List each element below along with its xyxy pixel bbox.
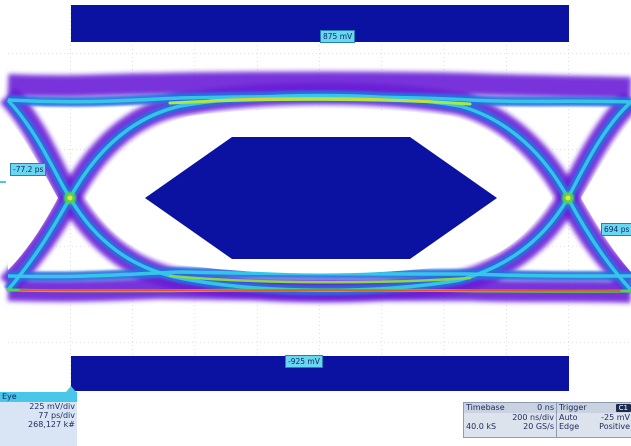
trigger-channel-badge: C1 — [615, 404, 631, 412]
eye-horizontal-scale: 77 ps/div — [38, 411, 75, 420]
trigger-type: Edge — [559, 422, 580, 431]
center-mask-region — [145, 137, 497, 259]
timebase-delay: 0 ns — [537, 403, 554, 412]
trigger-title: Trigger — [559, 403, 587, 412]
status-bar: Eye 225 mV/div 77 ps/div 268,127 k# Time… — [0, 392, 631, 446]
trigger-level: -25 mV — [601, 413, 630, 422]
timebase-sample-rate: 20 GS/s — [523, 422, 554, 431]
trigger-mode: Auto — [559, 413, 578, 422]
timebase-samples: 40.0 kS — [466, 422, 497, 431]
eye-trace-descriptor[interactable]: Eye 225 mV/div 77 ps/div 268,127 k# — [0, 392, 77, 446]
eye-count: 268,127 k# — [28, 420, 75, 429]
trigger-slope: Positive — [599, 422, 630, 431]
left-cursor-label[interactable]: -77.2 ps — [10, 163, 47, 176]
eye-diagram-canvas — [0, 5, 631, 392]
top-mask-level-label: 875 mV — [320, 30, 356, 43]
bottom-mask-level-label: -925 mV — [285, 355, 323, 368]
eye-diagram-display[interactable]: 875 mV -925 mV -77.2 ps 694 ps — [0, 0, 631, 392]
right-cursor-label[interactable]: 694 ps — [601, 223, 631, 236]
timebase-descriptor[interactable]: Timebase 0 ns 200 ns/div 40.0 kS 20 GS/s — [463, 402, 557, 438]
trigger-descriptor[interactable]: Trigger C1 Auto -25 mV Edge Positive — [556, 402, 631, 438]
trigger-position-marker — [66, 386, 76, 392]
eye-trace-title: Eye — [0, 392, 77, 402]
timebase-title: Timebase — [466, 403, 505, 412]
eye-vertical-scale: 225 mV/div — [29, 402, 75, 411]
timebase-time-per-div: 200 ns/div — [512, 413, 554, 422]
eye-traces — [0, 71, 631, 303]
